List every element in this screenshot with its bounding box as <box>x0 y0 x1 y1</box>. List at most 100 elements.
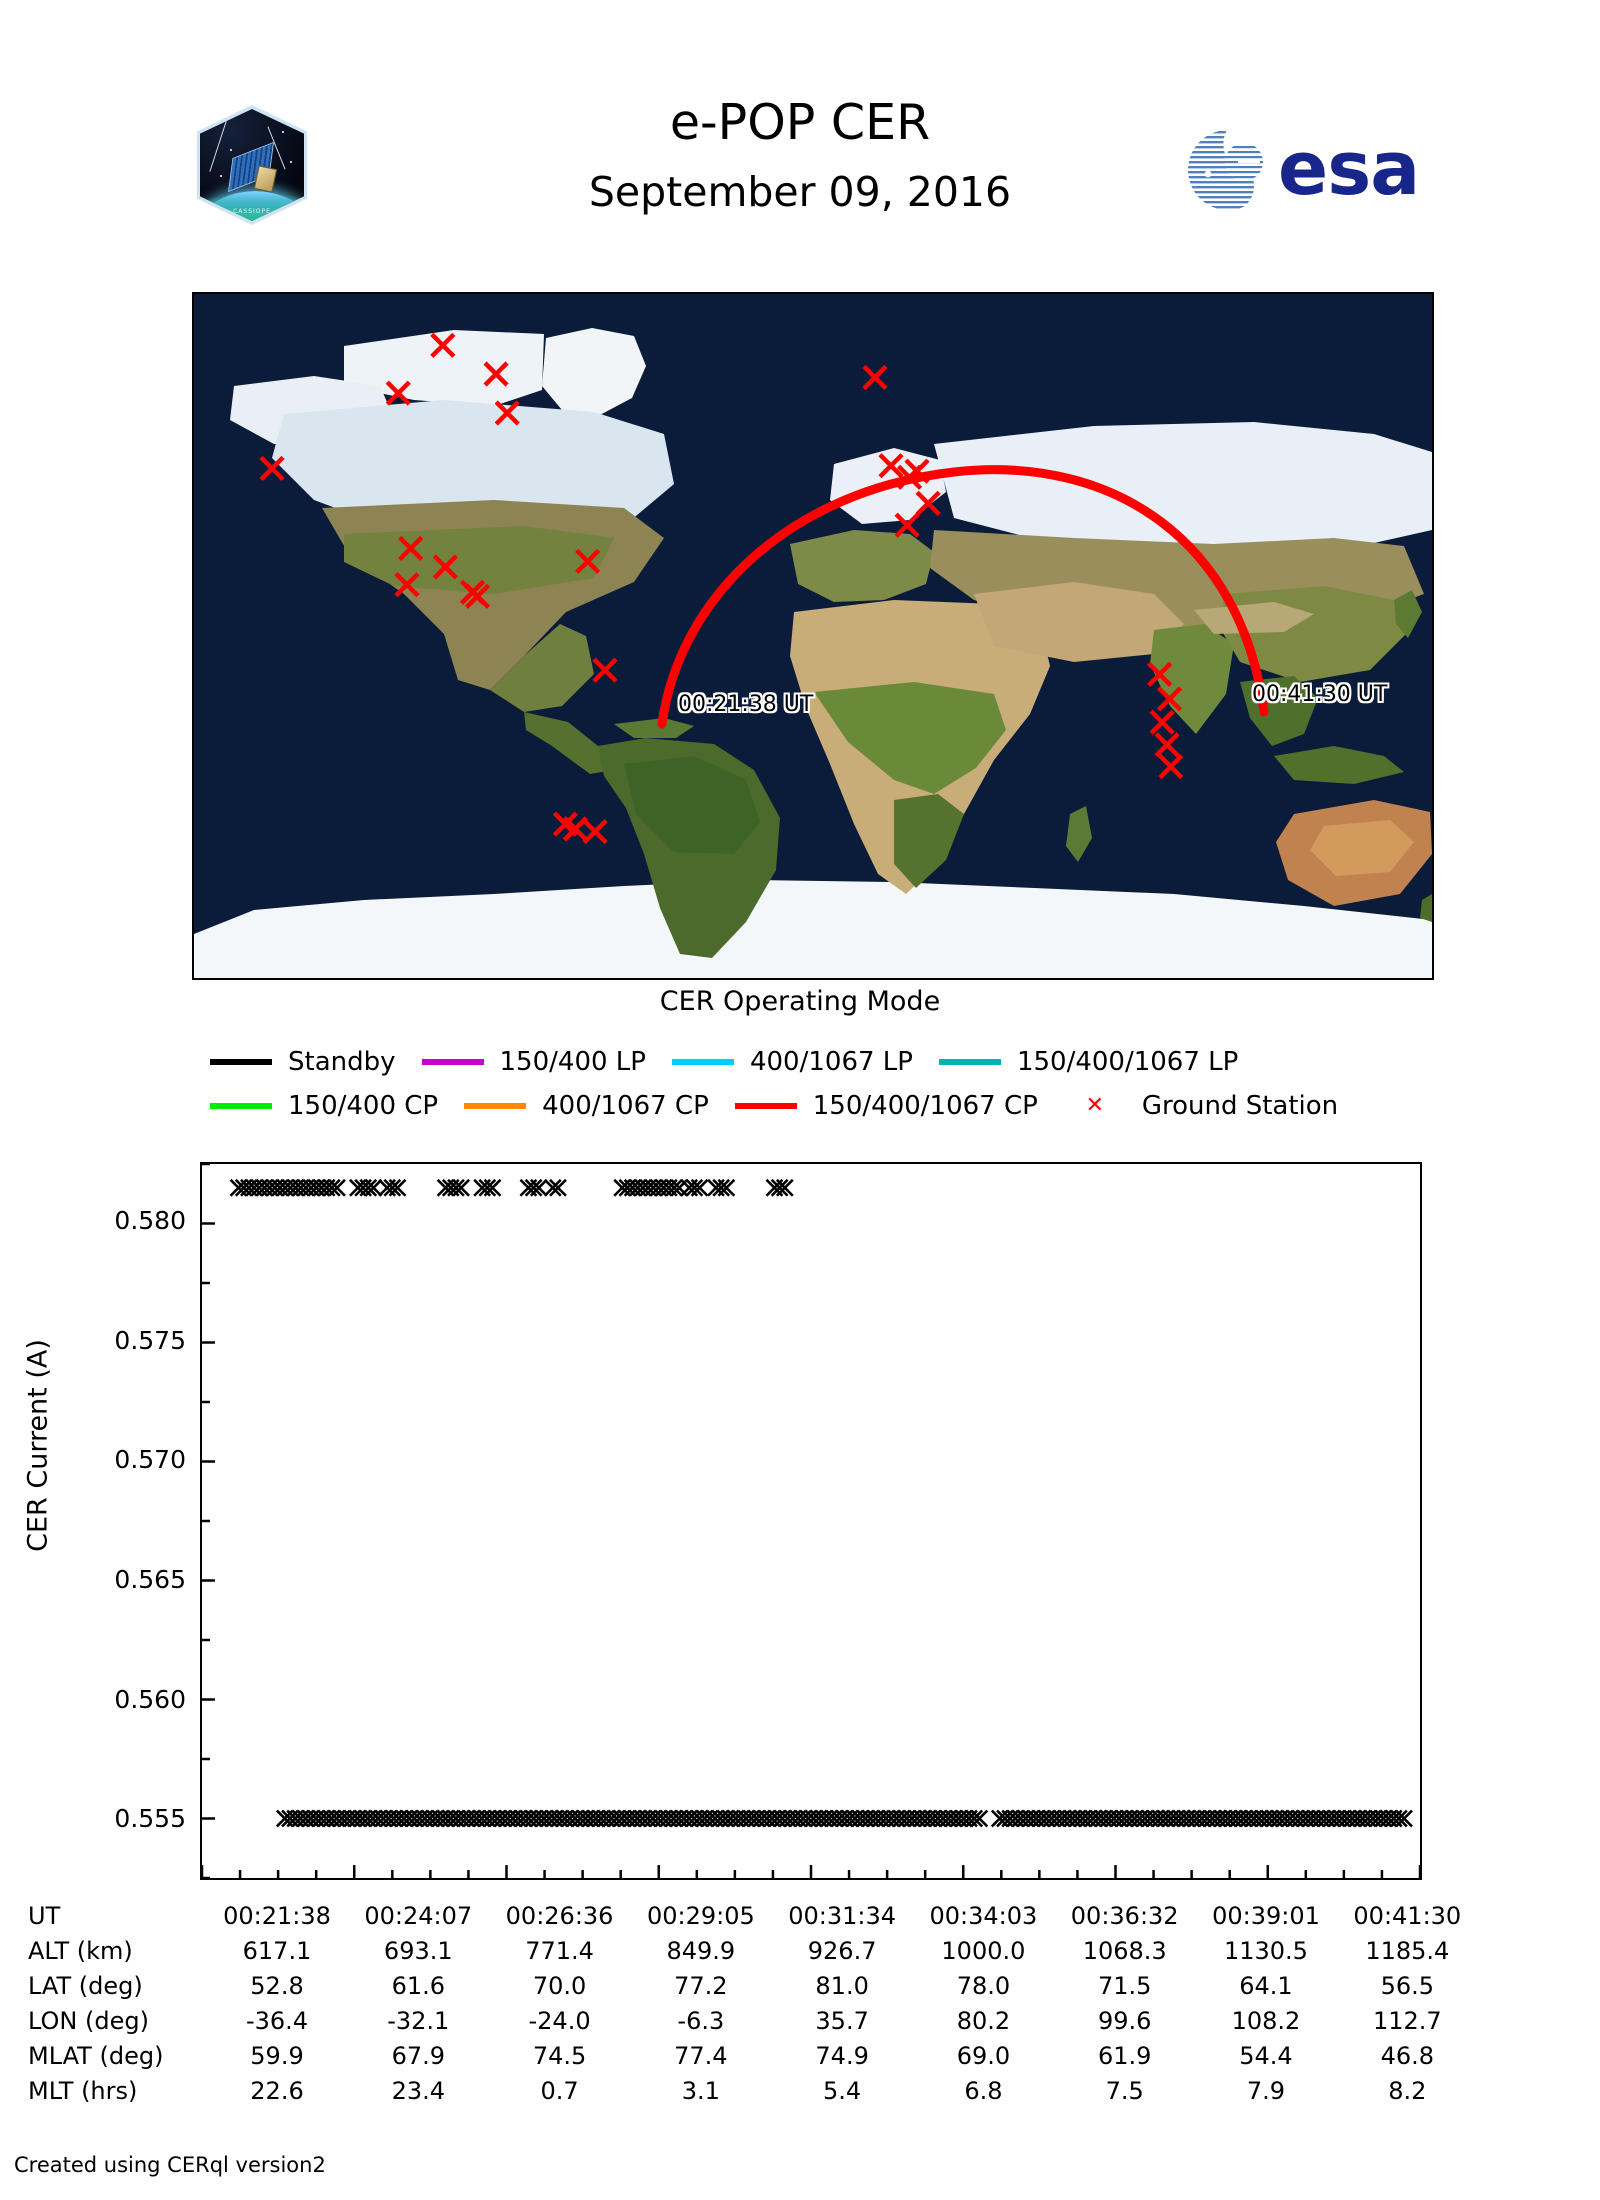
ground-station-x-icon <box>575 548 601 575</box>
title-block: e-POP CER September 09, 2016 <box>400 96 1200 220</box>
ground-station-x-icon <box>582 819 608 845</box>
table-cell: 61.6 <box>391 1971 445 2000</box>
table-cell: 81.0 <box>815 1971 869 2000</box>
table-cell: 6.8 <box>964 2076 1003 2105</box>
table-cell: -24.0 <box>528 2006 591 2035</box>
table-cell: 61.9 <box>1097 2041 1152 2070</box>
esa-agency-logo: esa <box>1182 126 1460 214</box>
table-row: UT 00:21:38 00:24:07 00:26:36 00:29:05 00:31:… <box>28 1898 1478 1933</box>
table-row: MLAT (deg) 59.9 67.9 74.5 77.4 74.9 69.0 61.9 54… <box>28 2038 1478 2073</box>
table-cell: 7.9 <box>1246 2076 1286 2105</box>
star-icon <box>230 149 232 151</box>
legend-item-150-400-cp[interactable]: 150/400 CP <box>210 1091 438 1121</box>
legend-color-swatch <box>210 1059 272 1065</box>
legend-label: Ground Station <box>1141 1091 1339 1121</box>
legend-color-swatch <box>210 1103 272 1109</box>
legend-item-400-1067-cp[interactable]: 400/1067 CP <box>464 1091 709 1121</box>
table-cell: 56.5 <box>1380 1971 1435 2000</box>
table-cell: 00:26:36 <box>505 1901 614 1930</box>
legend-label: 150/400 CP <box>288 1091 439 1121</box>
ground-station-x-icon <box>398 535 424 562</box>
table-cell: 59.9 <box>250 2041 304 2070</box>
table-row-header: UT <box>28 1901 61 1930</box>
table-row-header: MLT (hrs) <box>28 2076 138 2105</box>
table-cell: 693.1 <box>383 1936 453 1965</box>
orbit-ground-track <box>657 465 1269 729</box>
cassiope-mission-logo: CASSIOPE <box>196 104 308 226</box>
y-axis-title: CER Current (A) <box>22 1339 54 1552</box>
table-cell: 22.6 <box>250 2076 304 2105</box>
table-cell: 46.8 <box>1380 2041 1435 2070</box>
ground-station-x-icon <box>915 490 941 516</box>
table-row: LON (deg) -36.4 -32.1 -24.0 -6.3 35.7 80.2 99.6… <box>28 2003 1478 2038</box>
table-cell: 80.2 <box>956 2006 1011 2035</box>
cer-current-plot[interactable] <box>200 1162 1422 1880</box>
legend-label: 150/400/1067 CP <box>812 1091 1038 1121</box>
logo-caption: CASSIOPE <box>233 208 271 215</box>
legend-color-swatch <box>671 1059 734 1065</box>
ground-station-x-icon <box>430 332 456 358</box>
table-cell: 1068.3 <box>1082 1936 1167 1965</box>
track-end-time-label: 00:41:30 UT <box>1252 682 1388 707</box>
table-cell: 64.1 <box>1239 1971 1293 2000</box>
table-row-header: MLAT (deg) <box>28 2041 164 2070</box>
table-row-header: LON (deg) <box>28 2006 149 2035</box>
ephemeris-table: UT 00:21:38 00:24:07 00:26:36 00:29:05 00:31:… <box>28 1898 1478 2108</box>
legend-color-swatch <box>938 1059 1001 1065</box>
table-cell: 52.8 <box>250 1971 304 2000</box>
legend-item-standby[interactable]: Standby <box>210 1047 396 1077</box>
ground-station-x-icon <box>1147 661 1173 687</box>
table-cell: 1185.4 <box>1365 1936 1450 1965</box>
legend-item-150-400-lp[interactable]: 150/400 LP <box>421 1047 646 1077</box>
table-cell: 5.4 <box>823 2076 862 2105</box>
operating-mode-legend: Standby 150/400 LP 400/1067 LP 150/400/1067… <box>210 1040 1430 1128</box>
ground-station-x-icon <box>432 554 458 580</box>
table-cell: 1130.5 <box>1223 1936 1308 1965</box>
table-cell: 617.1 <box>242 1936 312 1965</box>
y-axis-tick-label: 0.555 <box>114 1804 186 1834</box>
esa-swirl-icon <box>1188 128 1270 212</box>
table-cell: 7.5 <box>1105 2076 1144 2105</box>
ground-station-x-icon <box>1149 709 1175 735</box>
legend-label: Standby <box>288 1047 396 1077</box>
legend-row: Standby 150/400 LP 400/1067 LP 150/400/1067… <box>210 1040 1430 1084</box>
legend-color-swatch <box>734 1103 797 1109</box>
table-row-header: LAT (deg) <box>28 1971 143 2000</box>
legend-item-150-400-1067-lp[interactable]: 150/400/1067 LP <box>938 1047 1238 1077</box>
legend-item-ground-station[interactable]: ✕ Ground Station <box>1064 1091 1339 1121</box>
ground-station-x-icon <box>494 400 520 426</box>
table-cell: 00:24:07 <box>364 1901 473 1930</box>
ground-station-x-icon <box>394 572 420 598</box>
table-cell: 8.2 <box>1388 2076 1427 2105</box>
legend-item-150-400-1067-cp[interactable]: 150/400/1067 CP <box>734 1091 1038 1121</box>
table-cell: 71.5 <box>1097 1971 1152 2000</box>
legend-color-swatch <box>464 1103 527 1109</box>
table-cell: 849.9 <box>666 1936 736 1965</box>
plot-data-markers <box>202 1164 1420 1878</box>
ground-station-x-icon <box>562 816 588 842</box>
table-cell: 1000.0 <box>941 1936 1026 1965</box>
legend-x-icon: ✕ <box>1085 1093 1105 1118</box>
table-cell: 77.4 <box>674 2041 728 2070</box>
legend-label: 400/1067 LP <box>749 1047 913 1077</box>
y-axis-tick-labels: 0.580 0.575 0.570 0.565 0.560 0.555 <box>40 1162 186 1880</box>
table-row: LAT (deg) 52.8 61.6 70.0 77.2 81.0 78.0 71.5 64.… <box>28 1968 1478 2003</box>
ground-station-x-icon <box>862 364 888 391</box>
table-cell: 00:34:03 <box>929 1901 1038 1930</box>
table-cell: 0.7 <box>540 2076 579 2105</box>
legend-item-400-1067-lp[interactable]: 400/1067 LP <box>671 1047 913 1077</box>
ground-station-x-icon <box>259 455 285 482</box>
table-row: ALT (km) 617.1 693.1 771.4 849.9 926.7 1000.0 1… <box>28 1933 1478 1968</box>
table-cell: 23.4 <box>391 2076 445 2105</box>
page-title: e-POP CER <box>669 94 931 151</box>
map-subtitle: CER Operating Mode <box>659 986 941 1017</box>
world-map-panel[interactable]: 00:21:38 UT 00:41:30 UT <box>192 292 1434 980</box>
table-cell: 00:39:01 <box>1212 1901 1320 1930</box>
table-cell: -32.1 <box>387 2006 450 2035</box>
table-cell: 112.7 <box>1372 2006 1442 2035</box>
ground-station-x-icon <box>1158 754 1184 780</box>
table-cell: 3.1 <box>681 2076 720 2105</box>
table-cell: 771.4 <box>525 1936 594 1965</box>
table-cell: 00:41:30 <box>1353 1901 1462 1930</box>
table-cell: -36.4 <box>245 2006 309 2035</box>
